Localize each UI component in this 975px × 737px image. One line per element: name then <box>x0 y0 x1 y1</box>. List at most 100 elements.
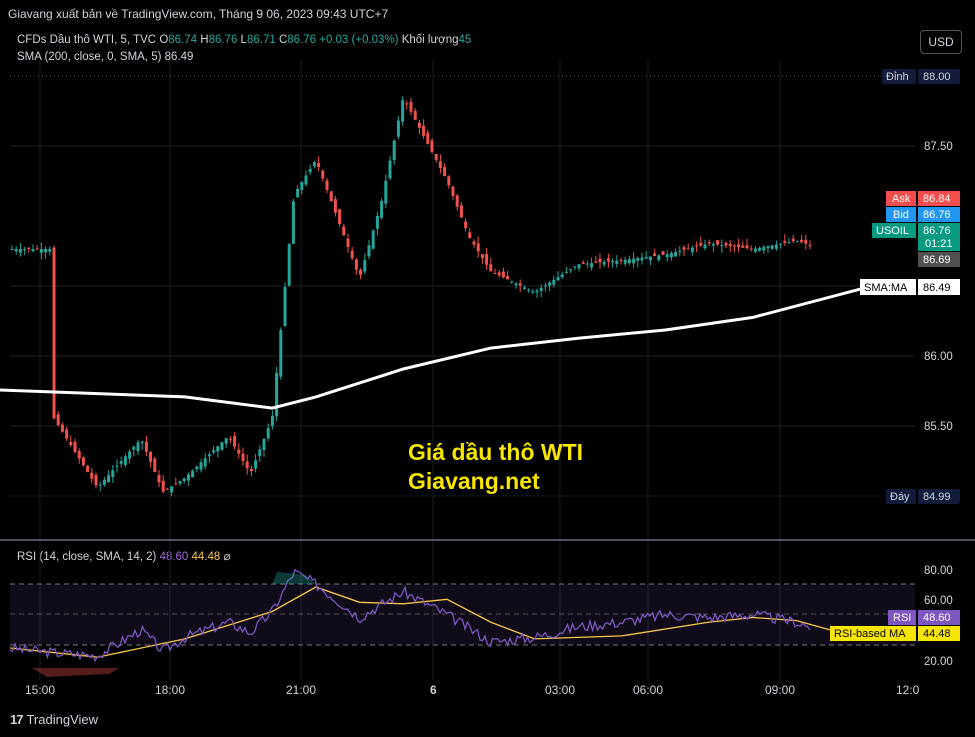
candle-body <box>615 260 619 264</box>
candle-body <box>233 435 237 447</box>
candle-body <box>640 257 644 261</box>
candle-body <box>476 243 480 252</box>
price-tick: 86.00 <box>924 351 953 363</box>
candle-body <box>149 451 153 462</box>
candle-body <box>363 260 367 272</box>
candle-body <box>749 248 753 250</box>
candle-body <box>447 176 451 186</box>
symbol-name[interactable]: CFDs Dầu thô WTI, 5, TVC <box>17 34 157 46</box>
last-name-tag <box>872 223 916 238</box>
candle-body <box>455 195 459 207</box>
candle-body <box>224 438 228 444</box>
candle-body <box>464 221 468 229</box>
candle-body <box>627 259 631 264</box>
watermark-line2: Giavang.net <box>408 468 540 494</box>
candle-body <box>388 160 392 179</box>
candle-body <box>140 441 144 443</box>
candle-body <box>522 287 526 289</box>
candle-body <box>102 479 106 485</box>
candle-body <box>170 486 174 493</box>
rsi-line <box>9 568 811 662</box>
candle-body <box>518 283 522 286</box>
candle-body <box>531 291 535 293</box>
candle-body <box>262 438 266 451</box>
candle-body <box>472 241 476 245</box>
candle-body <box>350 250 354 259</box>
candle-body <box>98 484 102 486</box>
candle-body <box>237 449 241 454</box>
rsi-legend-title[interactable]: RSI (14, close, SMA, 14, 2) <box>17 551 157 563</box>
candle-body <box>678 250 682 252</box>
candle-body <box>321 170 325 179</box>
candle-body <box>779 243 783 245</box>
candle-body <box>619 259 623 261</box>
candle-body <box>543 285 547 287</box>
rsi-ma-value-tag <box>918 626 960 641</box>
candle-body <box>115 465 119 467</box>
time-tick: 09:00 <box>765 683 795 697</box>
candle-body <box>795 240 799 242</box>
candle-body <box>27 247 31 250</box>
time-tick: 15:00 <box>25 683 55 697</box>
tradingview-logo-icon[interactable]: 17 <box>10 712 24 727</box>
ask-name-tag <box>886 191 916 206</box>
candle-body <box>682 247 686 250</box>
low-name-tag <box>886 489 916 504</box>
candle-body <box>644 257 648 259</box>
candle-body <box>241 453 245 462</box>
ask-value-tag <box>918 191 960 206</box>
candle-body <box>212 450 216 453</box>
candle-body <box>690 247 694 252</box>
candle-body <box>254 460 258 469</box>
candle-body <box>10 249 14 251</box>
time-tick: 21:00 <box>286 683 316 697</box>
candle-body <box>480 254 484 259</box>
candle-body <box>73 441 77 452</box>
sma-name-tag <box>860 279 916 295</box>
rsi-ma-name-tag <box>830 626 916 641</box>
candle-body <box>338 209 342 225</box>
candle-body <box>493 272 497 274</box>
countdown: 01:21 <box>925 238 953 250</box>
ohlc-low-value: 86.71 <box>246 34 276 46</box>
high-value: 88.00 <box>923 71 951 83</box>
rsi-overbought-fill <box>272 571 316 584</box>
ohlc-open-label: O <box>159 34 169 46</box>
candle-body <box>409 101 413 112</box>
candle-body <box>766 246 770 249</box>
candle-body <box>728 243 732 247</box>
candle-body <box>800 239 804 243</box>
candle-body <box>107 475 111 483</box>
symbol-legend: CFDs Dầu thô WTI, 5, TVC O86.74 H86.76 L… <box>17 34 471 46</box>
bid-name: Bid <box>893 209 909 221</box>
candle-body <box>657 255 661 261</box>
rsi-value: 48.60 <box>923 612 951 624</box>
tradingview-brand[interactable]: TradingView <box>26 712 99 727</box>
candle-body <box>560 274 564 278</box>
candle-body <box>56 414 60 426</box>
candle-body <box>552 279 556 285</box>
ohlc-high-value: 86.76 <box>208 34 238 46</box>
rsi-value-tag <box>918 610 960 625</box>
candle-body <box>81 457 85 466</box>
candle-body <box>577 264 581 269</box>
candle-body <box>291 201 295 244</box>
ohlc-low-label: L <box>240 34 247 46</box>
candle-body <box>48 249 52 252</box>
low-value-tag <box>918 489 960 504</box>
ohlc-open-value: 86.74 <box>168 34 198 46</box>
candle-body <box>157 474 161 483</box>
currency-button[interactable]: USD <box>920 30 962 54</box>
rsi-legend: RSI (14, close, SMA, 14, 2) 48.60 44.48 … <box>17 549 230 563</box>
candle-body <box>443 167 447 177</box>
candle-body <box>333 199 337 213</box>
sma-legend-title[interactable]: SMA (200, close, 0, SMA, 5) <box>17 51 162 63</box>
candle-body <box>367 245 371 257</box>
candle-body <box>711 243 715 246</box>
rsi-ma-legend-value: 44.48 <box>191 551 221 563</box>
candle-body <box>661 251 665 255</box>
candle-body <box>44 249 48 253</box>
low-value: 84.99 <box>923 491 951 503</box>
